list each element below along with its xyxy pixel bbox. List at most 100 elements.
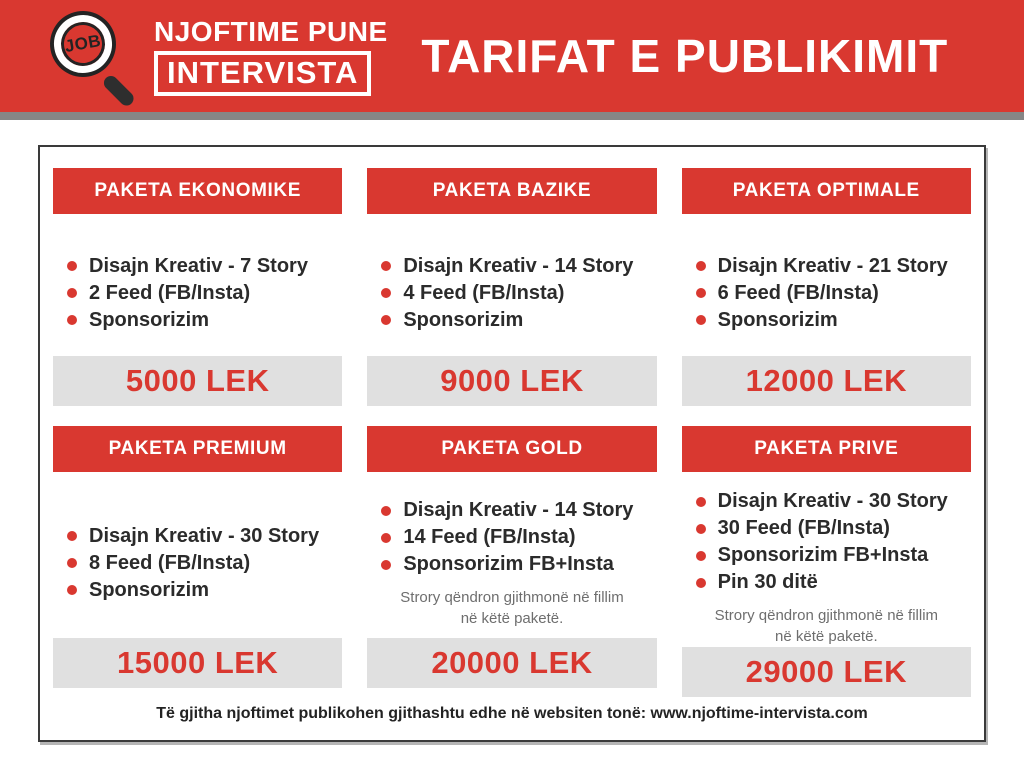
feature-item: Pin 30 ditë <box>695 569 971 596</box>
package-name-banner: PAKETA EKONOMIKE <box>53 168 343 214</box>
price-label: 9000 LEK <box>440 363 584 398</box>
package-card-bazike: PAKETA BAZIKE Disajn Kreativ - 14 Story … <box>367 168 657 406</box>
price-bar: 12000 LEK <box>681 356 971 406</box>
price-label: 20000 LEK <box>431 645 593 680</box>
bullet-icon <box>381 505 392 516</box>
package-features: Disajn Kreativ - 14 Story 4 Feed (FB/Ins… <box>367 214 656 356</box>
feature-item: 8 Feed (FB/Insta) <box>67 550 342 577</box>
magnifier-handle <box>101 73 137 109</box>
feature-text: 4 Feed (FB/Insta) <box>403 281 565 304</box>
feature-item: Disajn Kreativ - 7 Story <box>67 253 342 280</box>
note-line: Strory qëndron gjithmonë në fillim <box>714 607 939 624</box>
feature-item: 4 Feed (FB/Insta) <box>381 280 656 307</box>
feature-item: Sponsorizim FB+Insta <box>695 542 971 569</box>
feature-item: 2 Feed (FB/Insta) <box>67 280 342 307</box>
header-band: JOB NJOFTIME PUNE INTERVISTA TARIFAT E P… <box>0 0 1024 112</box>
bullet-icon <box>695 496 706 507</box>
content-area: PAKETA EKONOMIKE Disajn Kreativ - 7 Stor… <box>0 120 1024 742</box>
feature-text: Sponsorizim <box>89 578 210 601</box>
bullet-icon <box>67 288 77 298</box>
package-name: PAKETA EKONOMIKE <box>94 180 301 201</box>
feature-text: 14 Feed (FB/Insta) <box>403 526 576 548</box>
page-title: TARIFAT E PUBLIKIMIT <box>421 30 949 82</box>
bullet-icon <box>67 261 77 271</box>
bullet-icon <box>67 558 77 568</box>
feature-item: Sponsorizim <box>67 577 342 604</box>
job-badge-label: JOB <box>63 30 103 57</box>
feature-item: Sponsorizim <box>695 307 971 334</box>
bullet-icon <box>695 261 706 271</box>
bullet-icon <box>695 550 706 561</box>
price-bar: 15000 LEK <box>53 638 343 688</box>
package-name: PAKETA PREMIUM <box>108 438 287 459</box>
pricing-box: PAKETA EKONOMIKE Disajn Kreativ - 7 Stor… <box>38 145 986 742</box>
feature-item: 14 Feed (FB/Insta) <box>381 524 656 551</box>
package-name-banner: PAKETA BAZIKE <box>367 168 657 214</box>
feature-text: Disajn Kreativ - 7 Story <box>89 254 308 277</box>
price-bar: 5000 LEK <box>53 356 343 406</box>
package-features: Disajn Kreativ - 21 Story 6 Feed (FB/Ins… <box>682 214 971 356</box>
note-line: Strory qëndron gjithmonë në fillim <box>400 589 624 606</box>
bullet-icon <box>695 523 706 534</box>
feature-text: Disajn Kreativ - 14 Story <box>403 499 634 521</box>
footer-note: Të gjitha njoftimet publikohen gjithasht… <box>156 705 868 722</box>
feature-item: Sponsorizim FB+Insta <box>381 551 656 578</box>
bullet-icon <box>381 532 392 543</box>
package-name: PAKETA GOLD <box>441 438 583 459</box>
feature-text: Sponsorizim <box>717 308 838 331</box>
note-line: në këtë paketë. <box>460 610 564 627</box>
bullet-icon <box>695 288 706 298</box>
price-label: 12000 LEK <box>745 363 907 398</box>
package-name: PAKETA OPTIMALE <box>732 180 920 201</box>
feature-text: Sponsorizim FB+Insta <box>403 553 614 575</box>
brand-wordmark: NJOFTIME PUNE INTERVISTA <box>154 15 388 96</box>
brand-name-line2: INTERVISTA <box>154 50 372 96</box>
feature-text: Pin 30 ditë <box>717 571 818 593</box>
feature-text: Disajn Kreativ - 30 Story <box>717 490 948 512</box>
feature-item: Sponsorizim <box>381 307 656 334</box>
feature-text: 8 Feed (FB/Insta) <box>89 551 251 574</box>
feature-item: Disajn Kreativ - 30 Story <box>695 488 971 515</box>
price-bar: 9000 LEK <box>367 356 657 406</box>
package-name: PAKETA BAZIKE <box>432 180 592 201</box>
brand-logo: JOB NJOFTIME PUNE INTERVISTA <box>49 10 388 109</box>
job-magnifier-icon: JOB <box>49 10 140 109</box>
price-bar: 29000 LEK <box>681 647 971 697</box>
feature-text: Disajn Kreativ - 30 Story <box>89 524 320 547</box>
package-features: Disajn Kreativ - 30 Story 30 Feed (FB/In… <box>682 472 971 647</box>
feature-item: Disajn Kreativ - 21 Story <box>695 253 971 280</box>
package-name-banner: PAKETA GOLD <box>367 426 657 472</box>
package-name-banner: PAKETA OPTIMALE <box>681 168 971 214</box>
feature-item: Disajn Kreativ - 14 Story <box>381 253 656 280</box>
bullet-icon <box>67 315 77 325</box>
bullet-icon <box>695 577 706 588</box>
package-card-gold: PAKETA GOLD Disajn Kreativ - 14 Story 14… <box>367 426 657 688</box>
bullet-icon <box>381 288 392 298</box>
feature-item: Disajn Kreativ - 30 Story <box>67 523 342 550</box>
bullet-icon <box>381 559 392 570</box>
feature-text: Disajn Kreativ - 21 Story <box>717 254 948 277</box>
price-label: 29000 LEK <box>745 654 907 689</box>
feature-item: Sponsorizim <box>67 307 342 334</box>
feature-text: 30 Feed (FB/Insta) <box>717 517 890 539</box>
price-bar: 20000 LEK <box>367 638 657 688</box>
package-card-premium: PAKETA PREMIUM Disajn Kreativ - 30 Story… <box>53 426 343 688</box>
feature-item: 6 Feed (FB/Insta) <box>695 280 971 307</box>
package-note: Strory qëndron gjithmonë në fillim në kë… <box>696 605 971 647</box>
price-label: 15000 LEK <box>117 645 279 680</box>
package-card-prive: PAKETA PRIVE Disajn Kreativ - 30 Story 3… <box>681 426 971 697</box>
package-features: Disajn Kreativ - 14 Story 14 Feed (FB/In… <box>367 472 656 638</box>
bullet-icon <box>695 315 706 325</box>
feature-text: Sponsorizim <box>89 308 210 331</box>
bullet-icon <box>67 585 77 595</box>
bullet-icon <box>381 261 392 271</box>
header-divider <box>0 112 1024 120</box>
feature-text: Sponsorizim FB+Insta <box>717 544 929 566</box>
price-label: 5000 LEK <box>125 363 270 398</box>
brand-name-line1: NJOFTIME PUNE <box>154 15 388 47</box>
feature-text: Disajn Kreativ - 14 Story <box>403 254 634 277</box>
package-features: Disajn Kreativ - 30 Story 8 Feed (FB/Ins… <box>53 472 342 638</box>
package-features: Disajn Kreativ - 7 Story 2 Feed (FB/Inst… <box>53 214 342 356</box>
package-name-banner: PAKETA PRIVE <box>681 426 971 472</box>
